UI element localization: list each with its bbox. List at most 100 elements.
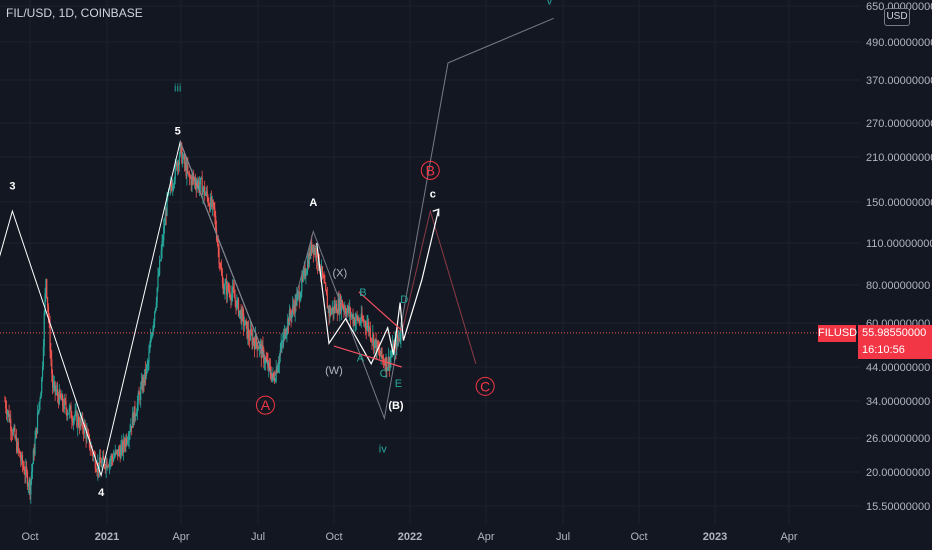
candle-body <box>218 247 220 264</box>
candle-body <box>250 329 252 334</box>
candle-body <box>8 411 10 422</box>
candle-body <box>70 405 72 418</box>
candle-body <box>89 447 91 449</box>
candle-body <box>103 456 105 460</box>
candle-body <box>381 348 383 357</box>
price-tick-label: 26.00000000 <box>866 433 930 445</box>
candle-body <box>6 411 9 415</box>
candle-body <box>390 355 392 358</box>
candle-body <box>332 307 334 313</box>
candle-body <box>344 308 346 310</box>
candle-body <box>10 418 12 431</box>
candle-body <box>353 318 355 324</box>
candle-body <box>379 354 381 357</box>
candle-body <box>235 300 237 310</box>
candle-body <box>126 437 128 444</box>
candle-body <box>363 321 366 323</box>
candle-body <box>357 317 359 322</box>
wave-label: v <box>547 0 553 7</box>
time-axis[interactable] <box>0 524 932 550</box>
candle-body <box>140 380 143 387</box>
candle-body <box>143 377 145 384</box>
candle-body <box>345 312 347 316</box>
candle-body <box>331 307 333 311</box>
candle-body <box>24 473 26 476</box>
wave-label: B <box>426 162 435 178</box>
candle-body <box>280 342 282 351</box>
candle-body <box>196 184 198 189</box>
candle-body <box>165 213 167 216</box>
candle-body <box>391 353 393 356</box>
candle-body <box>154 307 157 312</box>
candle-body <box>270 374 272 381</box>
candle-body <box>314 248 316 256</box>
candle-body <box>326 295 328 309</box>
candle-body <box>375 338 377 353</box>
candle-body <box>329 308 331 317</box>
candle-body <box>389 357 391 368</box>
candle-body <box>246 321 248 338</box>
candle-body <box>337 299 339 314</box>
price-tick-label: 270.00000000 <box>866 118 932 130</box>
last-price-value: 55.98550000 <box>862 327 927 339</box>
candle-body <box>296 295 298 306</box>
candle-body <box>273 378 276 382</box>
time-tick-label: 2021 <box>95 531 119 543</box>
candle-body <box>302 276 304 278</box>
candle-body <box>120 446 122 459</box>
candle-body <box>66 409 68 416</box>
candle-body <box>302 271 305 278</box>
wave-label: D <box>400 294 408 306</box>
candle-body <box>18 449 20 452</box>
candle-body <box>222 282 224 294</box>
candle-body <box>354 320 357 325</box>
candle-body <box>28 479 30 486</box>
candle-body <box>64 399 66 402</box>
wave-label: (X) <box>332 267 347 279</box>
candle-body <box>58 390 60 404</box>
candle-body <box>135 415 137 417</box>
candle-body <box>92 451 94 457</box>
candle-body <box>328 306 330 317</box>
candle-body <box>349 308 351 314</box>
candle-body <box>152 326 154 336</box>
candle-body <box>398 337 400 341</box>
candle-body <box>273 372 275 379</box>
candle-body <box>112 457 115 462</box>
candle-body <box>173 179 176 185</box>
candle-body <box>186 165 188 177</box>
candle-body <box>294 298 296 314</box>
candle-body <box>377 341 379 349</box>
currency-button[interactable]: USD <box>884 8 910 26</box>
candle-body <box>305 274 307 277</box>
candle-body <box>339 297 341 313</box>
candle-body <box>309 251 311 257</box>
candle-body <box>176 162 178 170</box>
price-axis[interactable] <box>860 0 932 550</box>
candle-body <box>128 433 130 441</box>
candle-body <box>207 196 209 204</box>
candle-body <box>281 342 283 343</box>
candle-body <box>117 448 120 457</box>
candle-body <box>42 346 44 366</box>
candle-body <box>17 441 19 450</box>
candle-body <box>382 356 384 359</box>
candle-body <box>202 189 204 196</box>
candle-body <box>36 412 39 433</box>
candle-body <box>325 290 328 296</box>
candle-body <box>364 321 366 327</box>
candle-body <box>132 413 134 426</box>
candle-body <box>371 339 373 341</box>
candle-body <box>31 463 34 472</box>
time-tick-label: Apr <box>780 531 797 543</box>
candle-body <box>155 302 157 308</box>
candle-body <box>238 310 240 316</box>
corrective-subwave-line <box>316 209 440 366</box>
candle-body <box>253 338 255 343</box>
bar-countdown: 16:10:56 <box>862 344 905 356</box>
time-tick-label: Oct <box>630 531 647 543</box>
candle-body <box>112 458 114 462</box>
candle-body <box>274 380 276 382</box>
candle-body <box>198 181 200 190</box>
